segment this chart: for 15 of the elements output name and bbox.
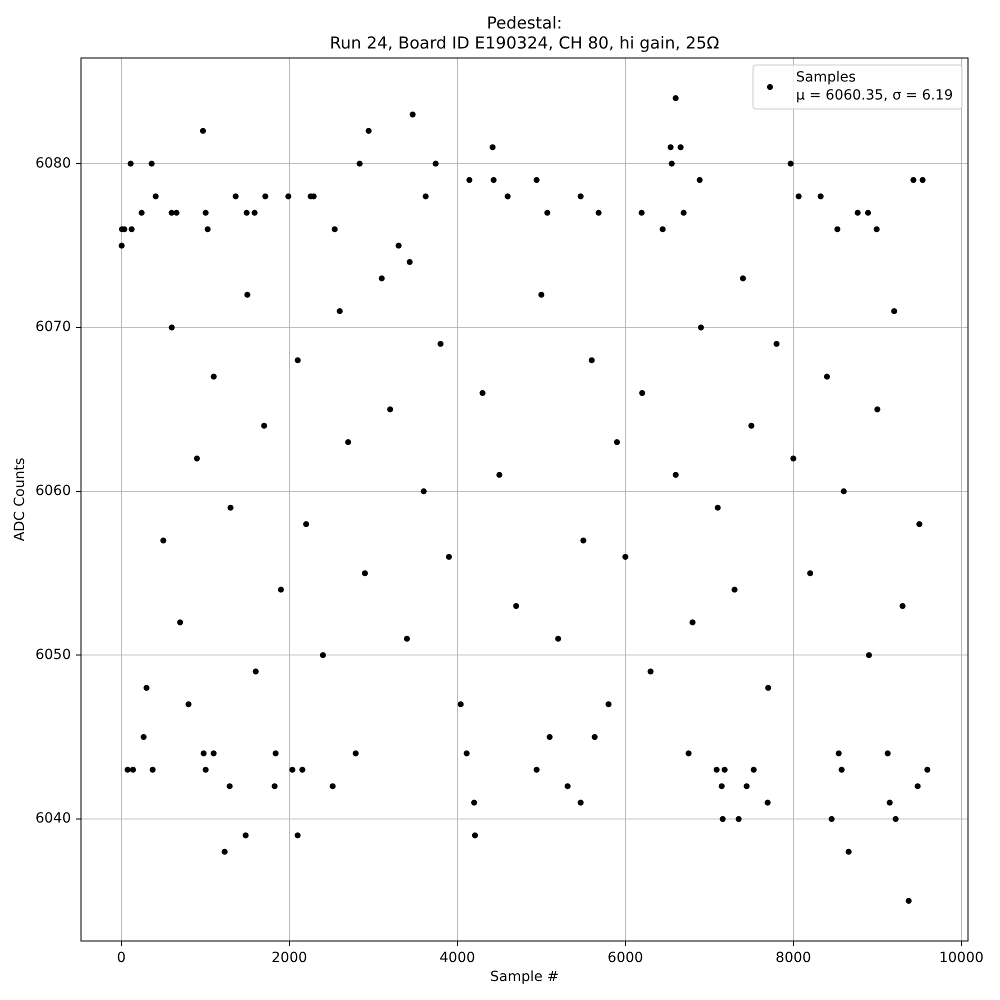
y-tick-label: 6050 <box>35 646 71 663</box>
x-tick-label: 6000 <box>608 950 644 966</box>
y-tick-label: 6060 <box>35 482 71 499</box>
x-tick-label: 4000 <box>440 950 476 966</box>
x-tick-label: 8000 <box>776 950 812 966</box>
y-axis-title: ADC Counts <box>12 458 28 542</box>
chart-title: Pedestal: Run 24, Board ID E190324, CH 80, hi gain, 25Ω <box>330 13 720 52</box>
x-axis-title: Sample # <box>490 969 559 986</box>
y-tick-label: 6040 <box>35 810 71 827</box>
y-tick-label: 6070 <box>35 319 71 336</box>
x-tick-label: 0 <box>116 950 126 966</box>
x-tick-label: 2000 <box>272 950 308 966</box>
x-tick-label: 10000 <box>939 950 984 966</box>
y-tick-label: 6080 <box>35 155 71 172</box>
legend-label: Samples μ = 6060.35, σ = 6.19 <box>796 70 954 104</box>
